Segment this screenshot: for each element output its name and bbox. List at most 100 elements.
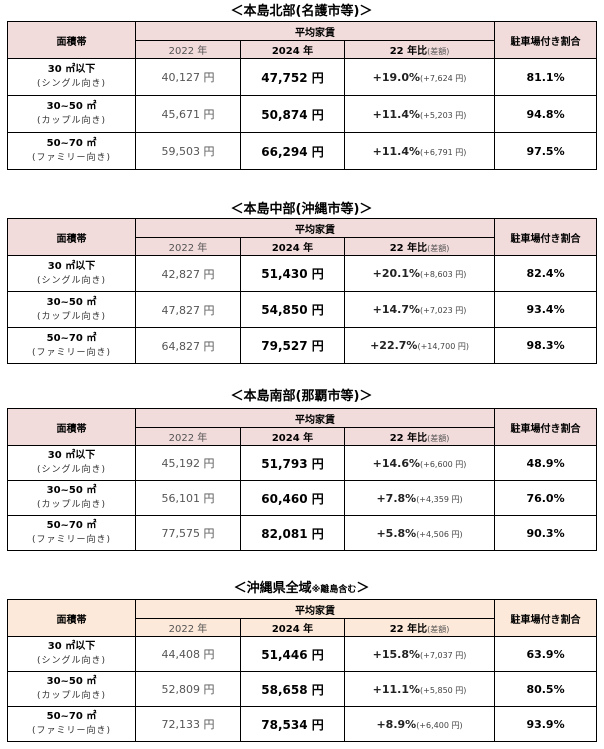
area-band: 30~50 ㎡ (46, 296, 97, 308)
table-row: 30 ㎡以下 (シングル向き) 45,192 円 51,793 円 +14.6%(… (7, 445, 598, 481)
change-percent: +8.9% (376, 717, 417, 731)
rent-2024: 58,658 円 (240, 671, 345, 707)
rent-2024: 47,752 円 (240, 58, 345, 96)
parking-ratio: 90.3% (494, 515, 598, 551)
header-2024: 2024 年 (240, 237, 345, 256)
area-band-cell: 30 ㎡以下 (シングル向き) (7, 636, 136, 672)
parking-ratio: 97.5% (494, 132, 598, 170)
table-row: 30 ㎡以下 (シングル向き) 40,127 円 47,752 円 +19.0%(… (7, 58, 598, 96)
rent-2024: 51,793 円 (240, 445, 345, 481)
household-type: (カップル向き) (36, 116, 107, 126)
change-percent: +11.1% (372, 682, 421, 696)
rent-2024: 50,874 円 (240, 95, 345, 133)
area-band-cell: 50~70 ㎡ (ファミリー向き) (7, 706, 136, 742)
region-title: ＜沖縄県全域※離島含む＞ (7, 581, 596, 598)
change-cell: +11.4%(+5,203 円) (343, 95, 496, 133)
header-ratio-label: 22 年比 (389, 243, 428, 254)
change-cell: +11.4%(+6,791 円) (343, 132, 496, 170)
rent-2022: 52,809 円 (135, 671, 241, 707)
header-avg-rent: 平均家賃 (134, 599, 496, 619)
change-cell: +8.9%(+6,400 円) (343, 706, 496, 742)
change-percent: +7.8% (376, 491, 417, 505)
rent-table: 面積帯 平均家賃 駐車場付き割合 2022 年 2024 年 22 年比(差額)… (7, 408, 598, 551)
rent-2024: 82,081 円 (240, 515, 345, 551)
table-row: 50~70 ㎡ (ファミリー向き) 59,503 円 66,294 円 +11.4… (7, 132, 598, 170)
household-type: (シングル向き) (36, 275, 107, 286)
parking-ratio: 80.5% (494, 671, 598, 707)
change-cell: +14.7%(+7,023 円) (343, 291, 496, 328)
parking-ratio: 63.9% (494, 636, 598, 672)
area-band: 30~50 ㎡ (46, 676, 97, 687)
header-ratio-note: (差額) (427, 47, 450, 56)
header-2024: 2024 年 (240, 618, 345, 637)
household-type: (ファミリー向き) (31, 153, 112, 163)
change-percent: +20.1% (372, 267, 421, 280)
household-type: (カップル向き) (36, 311, 107, 322)
rent-table: 面積帯 平均家賃 駐車場付き割合 2022 年 2024 年 22 年比(差額)… (7, 599, 598, 742)
header-ratio-label: 22 年比 (389, 46, 428, 57)
area-band-cell: 50~70 ㎡ (ファミリー向き) (7, 515, 136, 551)
region-title-text: ＜沖縄県全域 (233, 581, 312, 596)
household-type: (シングル向き) (36, 656, 107, 666)
title-note: ※離島含む (311, 585, 357, 595)
rent-table: 面積帯 平均家賃 駐車場付き割合 2022 年 2024 年 22 年比(差額)… (7, 21, 598, 170)
region-title: ＜本島北部(名護市等)＞ (7, 4, 596, 20)
area-band: 30 ㎡以下 (47, 450, 96, 461)
region-title: ＜本島南部(那覇市等)＞ (7, 389, 596, 405)
household-type: (カップル向き) (36, 691, 107, 701)
table-row: 50~70 ㎡ (ファミリー向き) 64,827 円 79,527 円 +22.7… (7, 327, 598, 364)
area-band: 30 ㎡以下 (47, 260, 96, 272)
table-row: 30 ㎡以下 (シングル向き) 42,827 円 51,430 円 +20.1%(… (7, 255, 598, 292)
area-band: 50~70 ㎡ (46, 711, 97, 722)
change-amount: (+6,400 円) (416, 720, 463, 730)
household-type: (シングル向き) (36, 79, 107, 89)
rent-2024: 60,460 円 (240, 480, 345, 516)
rent-2022: 72,133 円 (135, 706, 241, 742)
region-title: ＜本島中部(沖縄市等)＞ (7, 202, 596, 218)
area-band-cell: 30~50 ㎡ (カップル向き) (7, 95, 136, 133)
rent-2022: 44,408 円 (135, 636, 241, 672)
parking-ratio: 93.9% (494, 706, 598, 742)
area-band-cell: 30~50 ㎡ (カップル向き) (7, 671, 136, 707)
household-type: (ファミリー向き) (31, 535, 112, 545)
header-2024: 2024 年 (240, 40, 345, 59)
area-band-cell: 30~50 ㎡ (カップル向き) (7, 291, 136, 328)
header-parking: 駐車場付き割合 (494, 218, 598, 256)
rent-2024: 66,294 円 (240, 132, 345, 170)
rent-2022: 45,192 円 (135, 445, 241, 481)
header-ratio: 22 年比(差額) (343, 237, 496, 256)
area-band-cell: 30 ㎡以下 (シングル向き) (7, 58, 136, 96)
change-cell: +15.8%(+7,037 円) (343, 636, 496, 672)
change-percent: +15.8% (372, 647, 421, 661)
rent-2024: 79,527 円 (240, 327, 345, 364)
header-area: 面積帯 (7, 218, 136, 256)
header-parking: 駐車場付き割合 (494, 21, 598, 59)
rent-2022: 59,503 円 (135, 132, 241, 170)
parking-ratio: 76.0% (494, 480, 598, 516)
table-row: 50~70 ㎡ (ファミリー向き) 72,133 円 78,534 円 +8.9%… (7, 706, 598, 742)
header-ratio: 22 年比(差額) (343, 618, 496, 637)
area-band: 50~70 ㎡ (46, 332, 97, 344)
change-amount: (+7,624 円) (420, 73, 467, 83)
table-row: 30~50 ㎡ (カップル向き) 56,101 円 60,460 円 +7.8%(… (7, 480, 598, 516)
header-ratio-note: (差額) (427, 625, 450, 634)
change-cell: +14.6%(+6,600 円) (343, 445, 496, 481)
change-cell: +19.0%(+7,624 円) (343, 58, 496, 96)
header-2022: 2022 年 (135, 618, 241, 637)
rent-2022: 40,127 円 (135, 58, 241, 96)
table-row: 30~50 ㎡ (カップル向き) 52,809 円 58,658 円 +11.1%… (7, 671, 598, 707)
parking-ratio: 81.1% (494, 58, 598, 96)
change-amount: (+5,203 円) (420, 110, 467, 120)
change-amount: (+14,700 円) (417, 342, 469, 351)
area-band-cell: 30~50 ㎡ (カップル向き) (7, 480, 136, 516)
header-2022: 2022 年 (135, 237, 241, 256)
change-cell: +7.8%(+4,359 円) (343, 480, 496, 516)
rent-2022: 56,101 円 (135, 480, 241, 516)
area-band-cell: 30 ㎡以下 (シングル向き) (7, 445, 136, 481)
header-ratio-label: 22 年比 (389, 433, 428, 444)
change-amount: (+8,603 円) (420, 270, 467, 279)
parking-ratio: 48.9% (494, 445, 598, 481)
table-row: 50~70 ㎡ (ファミリー向き) 77,575 円 82,081 円 +5.8%… (7, 515, 598, 551)
header-parking: 駐車場付き割合 (494, 599, 598, 637)
area-band: 30 ㎡以下 (47, 64, 96, 75)
